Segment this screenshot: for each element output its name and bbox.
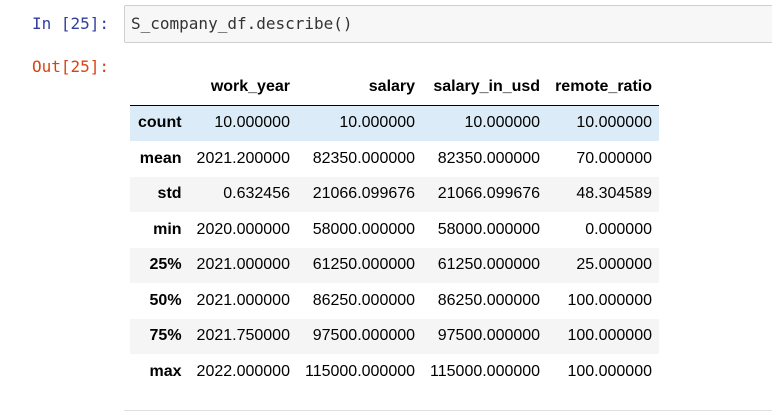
column-header: work_year — [188, 69, 297, 106]
row-label: 50% — [149, 291, 182, 309]
table-cell: 48.304589 — [576, 185, 652, 203]
index-header — [130, 69, 189, 106]
column-header: salary_in_usd — [422, 69, 548, 106]
table-cell: 100.000000 — [567, 327, 652, 345]
table-cell: 58000.000000 — [312, 220, 416, 238]
table-cell: 58000.000000 — [437, 220, 541, 238]
row-label: min — [153, 220, 182, 238]
table-cell: 61250.000000 — [437, 256, 541, 274]
header-row: work_year salary salary_in_usd remote_ra… — [130, 69, 659, 106]
table-row: min 2020.000000 58000.000000 58000.00000… — [130, 212, 659, 248]
table-cell: 86250.000000 — [437, 291, 541, 309]
table-body: count 10.000000 10.000000 10.000000 10.0… — [130, 105, 659, 390]
table-cell: 10.000000 — [576, 114, 652, 132]
table-row: 75% 2021.750000 97500.000000 97500.00000… — [130, 318, 659, 354]
row-label: max — [149, 362, 182, 380]
table-header: work_year salary salary_in_usd remote_ra… — [130, 69, 659, 106]
table-cell: 0.632456 — [223, 185, 290, 203]
table-row: std 0.632456 21066.099676 21066.099676 4… — [130, 176, 659, 212]
table-cell: 115000.000000 — [304, 362, 416, 380]
table-cell: 82350.000000 — [312, 149, 416, 167]
table-cell: 2022.000000 — [196, 362, 290, 380]
table-cell: 0.000000 — [585, 220, 652, 238]
table-row: count 10.000000 10.000000 10.000000 10.0… — [130, 105, 659, 141]
table-cell: 115000.000000 — [430, 362, 541, 380]
table-cell: 2020.000000 — [196, 220, 290, 238]
row-label: mean — [139, 149, 182, 167]
table-row: 25% 2021.000000 61250.000000 61250.00000… — [130, 247, 659, 283]
row-label: 75% — [149, 327, 182, 345]
table-cell: 2021.000000 — [196, 291, 290, 309]
table-cell: 97500.000000 — [437, 327, 541, 345]
table-cell: 10.000000 — [339, 114, 416, 132]
table-cell: 61250.000000 — [312, 256, 416, 274]
column-header: salary — [296, 69, 423, 106]
row-label: count — [138, 114, 182, 132]
column-header: remote_ratio — [547, 69, 659, 106]
table-cell: 82350.000000 — [437, 149, 541, 167]
table-cell: 100.000000 — [567, 362, 652, 380]
row-label: 25% — [149, 256, 182, 274]
output-prompt: Out[25]: — [32, 57, 110, 76]
table-cell: 10.000000 — [464, 114, 541, 132]
table-cell: 10.000000 — [214, 114, 290, 132]
table-cell: 97500.000000 — [312, 327, 416, 345]
code-text[interactable]: S_company_df.describe() — [131, 14, 353, 33]
table-cell: 21066.099676 — [312, 185, 416, 203]
table-row: mean 2021.200000 82350.000000 82350.0000… — [130, 141, 659, 177]
table-row: 50% 2021.000000 86250.000000 86250.00000… — [130, 283, 659, 319]
cell-divider — [124, 410, 772, 411]
table-cell: 2021.750000 — [196, 327, 290, 345]
table-cell: 2021.000000 — [196, 256, 290, 274]
table-cell: 100.000000 — [567, 291, 652, 309]
table-cell: 25.000000 — [576, 256, 652, 274]
table-row: max 2022.000000 115000.000000 115000.000… — [130, 354, 659, 390]
code-input-area[interactable]: S_company_df.describe() — [124, 5, 772, 43]
table-cell: 70.000000 — [576, 149, 652, 167]
table-cell: 21066.099676 — [437, 185, 541, 203]
table-cell: 2021.200000 — [196, 149, 290, 167]
describe-dataframe-table: work_year salary salary_in_usd remote_ra… — [130, 69, 659, 390]
row-label: std — [157, 185, 182, 203]
table-cell: 86250.000000 — [312, 291, 416, 309]
input-prompt: In [25]: — [32, 14, 110, 33]
